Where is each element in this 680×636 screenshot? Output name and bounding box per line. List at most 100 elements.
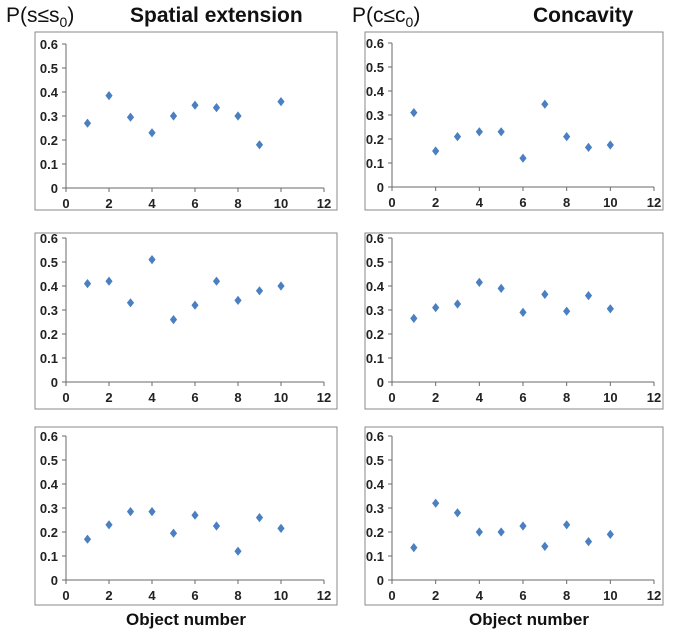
plot-4-x-tick-label: 12	[647, 390, 661, 405]
plot-2-y-tick-label: 0.1	[366, 156, 384, 171]
plot-4-y-tick-label: 0.4	[366, 279, 385, 294]
plot-1-y-tick-label: 0.5	[40, 61, 58, 76]
plot-5-data-point	[148, 507, 156, 517]
plot-1-data-point	[83, 118, 92, 128]
plot-5-data-point	[277, 523, 285, 533]
right-probability-label: P(c≤c0)	[352, 4, 420, 30]
plot-1-data-point	[255, 140, 264, 150]
plot-6-frame	[364, 426, 664, 606]
plot-3-y-tick-label: 0.2	[40, 327, 58, 342]
plot-1-y-tick-label: 0.1	[40, 157, 58, 172]
right-prob-close: )	[413, 4, 421, 27]
plot-6-x-tick-label: 2	[432, 588, 439, 603]
plot-4-data-point	[432, 303, 440, 313]
plot-1-x-tick-label: 4	[148, 196, 156, 211]
plot-6-y-tick-label: 0.1	[366, 549, 384, 564]
plot-2-data-point	[606, 140, 614, 150]
plot-5-y-tick-label: 0.4	[40, 477, 59, 492]
plot-1-x-tick-label: 2	[105, 196, 112, 211]
plot-1-data-point	[169, 111, 178, 121]
plot-2-data-point	[541, 99, 549, 109]
plot-5-x-tick-label: 8	[234, 588, 241, 603]
plot-4-data-point	[497, 283, 505, 293]
plot-5-x-tick-label: 2	[105, 588, 112, 603]
plot-6-x-tick-label: 8	[563, 588, 570, 603]
plot-4-data-point	[606, 304, 614, 314]
plot-5-data-point	[191, 510, 199, 520]
right-prob-subscript: 0	[405, 14, 414, 31]
plot-4-x-tick-label: 8	[563, 390, 570, 405]
plot-3-data-point	[148, 255, 156, 265]
plot-3-data-point	[126, 298, 135, 308]
plot-5-x-tick-label: 0	[62, 588, 69, 603]
plot-3-data-point	[191, 300, 199, 310]
x-axis-title-left: Object number	[126, 610, 246, 629]
plot-1-data-point	[126, 112, 135, 122]
plot-5-data-point	[105, 520, 113, 530]
plot-3-y-tick-label: 0.1	[40, 351, 58, 366]
plot-2-data-point	[432, 146, 440, 156]
plot-4-data-point	[475, 277, 483, 287]
plot-2-x-tick-label: 6	[519, 195, 526, 210]
plot-2-y-tick-label: 0.4	[366, 84, 385, 99]
plot-2-x-tick-label: 4	[476, 195, 484, 210]
plot-1-x-tick-label: 10	[274, 196, 288, 211]
plot-4-y-tick-label: 0.5	[366, 255, 384, 270]
plot-1-data-point	[191, 100, 199, 110]
left-probability-label: P(s≤s0)	[6, 4, 74, 30]
plot-6-data-point	[475, 527, 483, 537]
plot-6-y-tick-label: 0.4	[366, 477, 385, 492]
plot-6-data-point	[497, 527, 505, 537]
plot-2-frame	[364, 31, 664, 211]
plot-2-y-tick-label: 0.3	[366, 108, 384, 123]
plot-1-x-tick-label: 12	[317, 196, 331, 211]
plot-1-y-tick-label: 0.6	[40, 37, 58, 52]
plot-4-y-tick-label: 0.6	[366, 231, 384, 246]
plot-6-x-tick-label: 6	[519, 588, 526, 603]
left-prob-subscript: 0	[59, 14, 68, 31]
plot-2-data-point	[563, 132, 571, 142]
plot-5-data-point	[169, 528, 178, 538]
plot-2-data-point	[584, 142, 593, 152]
plot-1-y-tick-label: 0.3	[40, 109, 58, 124]
plot-5-y-tick-label: 0.1	[40, 549, 58, 564]
plot-4-data-point	[453, 299, 462, 309]
plot-5-y-tick-label: 0.6	[40, 429, 58, 444]
plot-2-y-tick-label: 0.2	[366, 132, 384, 147]
plot-6-data-point	[563, 520, 571, 530]
plot-3-frame	[34, 232, 338, 410]
plot-3-x-tick-label: 12	[317, 390, 331, 405]
concavity-title: Concavity	[533, 4, 634, 27]
left-prob-text: P(s≤s	[6, 4, 60, 27]
x-axis-title-right: Object number	[469, 610, 589, 629]
plot-1-data-point	[212, 103, 221, 113]
plot-6-x-tick-label: 0	[388, 588, 395, 603]
plot-5-x-tick-label: 4	[148, 588, 156, 603]
plot-5-data-point	[126, 507, 135, 517]
plot-3-data-point	[255, 286, 264, 296]
plot-6-x-tick-label: 12	[647, 588, 661, 603]
plot-4-data-point	[410, 313, 418, 323]
plot-1-y-tick-label: 0.2	[40, 133, 58, 148]
plot-3-y-tick-label: 0.5	[40, 255, 58, 270]
plot-1-x-tick-label: 6	[191, 196, 198, 211]
plot-3-x-tick-label: 2	[105, 390, 112, 405]
plot-6-data-point	[432, 498, 440, 508]
plot-3-data-point	[212, 276, 221, 286]
plot-5-y-tick-label: 0	[51, 573, 58, 588]
plot-6-x-tick-label: 10	[603, 588, 617, 603]
plot-6-y-tick-label: 0.2	[366, 525, 384, 540]
plot-5-x-tick-label: 6	[191, 588, 198, 603]
plot-1-x-tick-label: 0	[62, 196, 69, 211]
plot-2-data-point	[410, 108, 418, 118]
plot-3-data-point	[105, 276, 113, 286]
plot-1-data-point	[105, 91, 113, 101]
plot-4-frame	[364, 232, 664, 410]
plot-3-y-tick-label: 0.4	[40, 279, 59, 294]
plot-1-frame	[34, 31, 338, 211]
plot-2-y-tick-label: 0.5	[366, 60, 384, 75]
plot-3-data-point	[234, 295, 242, 305]
plot-4-y-tick-label: 0.2	[366, 327, 384, 342]
plot-1-data-point	[277, 97, 285, 107]
